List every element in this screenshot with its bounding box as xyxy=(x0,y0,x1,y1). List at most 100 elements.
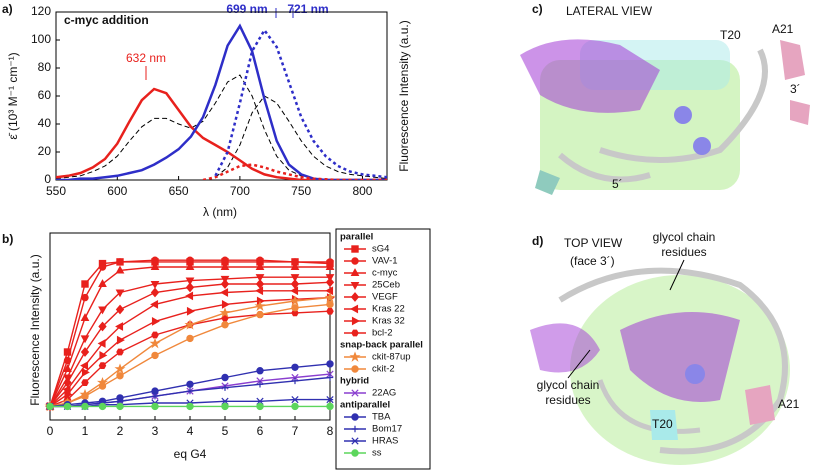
legend-label: c-myc xyxy=(372,268,398,279)
marker xyxy=(115,289,125,298)
annotation: 632 nm xyxy=(126,51,166,65)
legend-label: VEGF xyxy=(372,292,398,303)
residue-label: T20 xyxy=(720,28,741,42)
legend-label: TBA xyxy=(372,412,391,423)
marker xyxy=(185,282,195,293)
callout-label: glycol chain xyxy=(537,378,600,392)
marker xyxy=(219,307,231,318)
legend-group: snap-back parallel xyxy=(340,340,423,351)
panel-label: d) xyxy=(532,234,543,248)
marker xyxy=(221,373,229,382)
callout-line xyxy=(669,259,685,291)
legend-label: ss xyxy=(372,448,382,459)
marker xyxy=(99,351,108,360)
legend-marker xyxy=(351,245,359,253)
marker xyxy=(326,370,334,378)
marker xyxy=(98,382,107,390)
marker xyxy=(256,367,264,375)
marker xyxy=(255,262,265,271)
marker xyxy=(186,306,195,316)
legend-marker xyxy=(351,365,359,373)
series-line xyxy=(56,23,387,180)
marker xyxy=(81,379,89,386)
x-tick-label: 550 xyxy=(46,184,66,198)
marker xyxy=(326,395,334,404)
x-tick-label: 6 xyxy=(257,424,264,438)
marker xyxy=(98,321,107,332)
marker xyxy=(116,258,124,266)
legend-label: bcl-2 xyxy=(372,328,393,339)
marker xyxy=(81,392,89,400)
marker xyxy=(115,265,125,274)
marker xyxy=(291,377,299,385)
marker xyxy=(291,373,299,382)
marker xyxy=(185,277,195,286)
marker xyxy=(81,368,90,377)
x-tick-label: 700 xyxy=(230,184,250,198)
panel-label: c) xyxy=(532,2,543,16)
x-tick-label: 800 xyxy=(352,184,372,198)
marker xyxy=(185,291,194,301)
marker xyxy=(326,360,334,368)
marker xyxy=(151,331,159,339)
marker xyxy=(185,262,195,271)
marker xyxy=(290,262,300,271)
x-tick-label: 4 xyxy=(187,424,194,438)
marker xyxy=(290,286,299,296)
x-tick-label: 0 xyxy=(47,424,54,438)
x-axis-label: eq G4 xyxy=(174,447,207,461)
marker xyxy=(186,334,194,343)
panel-title: TOP VIEW xyxy=(564,236,623,250)
panel-label: a) xyxy=(2,2,13,16)
legend-marker xyxy=(351,449,359,457)
legend-marker xyxy=(350,281,360,290)
annotation: 721 nm xyxy=(287,2,328,16)
marker xyxy=(255,274,265,283)
marker xyxy=(98,263,107,271)
marker xyxy=(220,262,230,271)
marker xyxy=(62,385,71,394)
series-line xyxy=(202,163,387,180)
marker xyxy=(81,293,89,302)
residue-label: A21 xyxy=(772,22,794,36)
y-axis-label: Fluorescence Intensity (a.u.) xyxy=(28,254,42,405)
marker xyxy=(221,300,230,309)
marker xyxy=(80,361,89,370)
marker xyxy=(290,274,300,283)
marker xyxy=(98,362,107,369)
y-tick-label: 0 xyxy=(44,172,51,186)
marker xyxy=(184,319,196,330)
y-tick-label: 60 xyxy=(38,88,52,102)
marker xyxy=(256,402,264,411)
legend-group: antiparallel xyxy=(340,400,390,411)
marker xyxy=(98,306,107,315)
x-tick-label: 650 xyxy=(169,184,189,198)
marker xyxy=(256,310,264,319)
marker xyxy=(186,402,194,411)
y-tick-label: 40 xyxy=(38,116,52,130)
callout-line xyxy=(567,349,591,379)
legend-marker xyxy=(351,413,359,421)
marker xyxy=(324,292,336,303)
marker xyxy=(116,402,124,411)
marker xyxy=(98,402,107,411)
residue-label: 5´ xyxy=(612,177,623,191)
marker xyxy=(150,262,160,271)
marker xyxy=(326,374,334,381)
marker xyxy=(221,384,229,391)
residue-label: T20 xyxy=(652,417,673,431)
marker xyxy=(325,262,335,271)
marker xyxy=(254,300,266,311)
marker xyxy=(97,339,106,348)
marker xyxy=(80,313,90,322)
marker xyxy=(291,395,299,404)
molecule-lateral xyxy=(520,39,810,195)
marker xyxy=(81,280,89,288)
x-tick-label: 1 xyxy=(82,424,89,438)
legend-marker xyxy=(351,257,359,265)
marker xyxy=(115,304,125,315)
marker xyxy=(63,402,72,411)
marker xyxy=(63,348,72,356)
marker xyxy=(151,402,159,411)
y-tick-label: 100 xyxy=(31,32,51,46)
